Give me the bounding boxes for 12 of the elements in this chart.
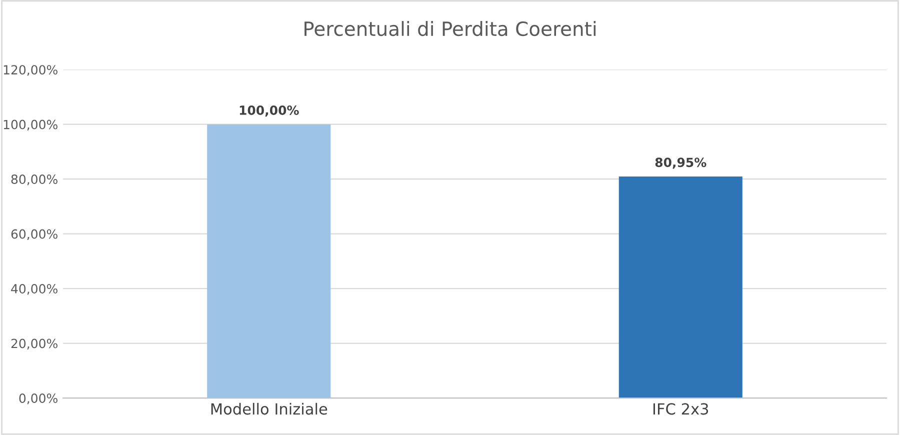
chart-title: Percentuali di Perdita Coerenti bbox=[304, 21, 596, 36]
y-tick-label: 100,00% bbox=[4, 120, 58, 131]
y-tick-label: 40,00% bbox=[11, 284, 58, 295]
y-tick-label: 120,00% bbox=[4, 65, 58, 76]
data-label: 80,95% bbox=[655, 158, 706, 169]
x-tick-label: Modello Iniziale bbox=[211, 402, 328, 415]
x-tick-label: IFC 2x3 bbox=[653, 403, 708, 415]
y-tick-label: 0,00% bbox=[19, 393, 58, 404]
y-tick-label: 20,00% bbox=[11, 338, 58, 350]
y-tick-label: 60,00% bbox=[11, 229, 58, 240]
data-label: 100,00% bbox=[240, 106, 299, 117]
y-tick-label: 80,00% bbox=[11, 174, 58, 186]
